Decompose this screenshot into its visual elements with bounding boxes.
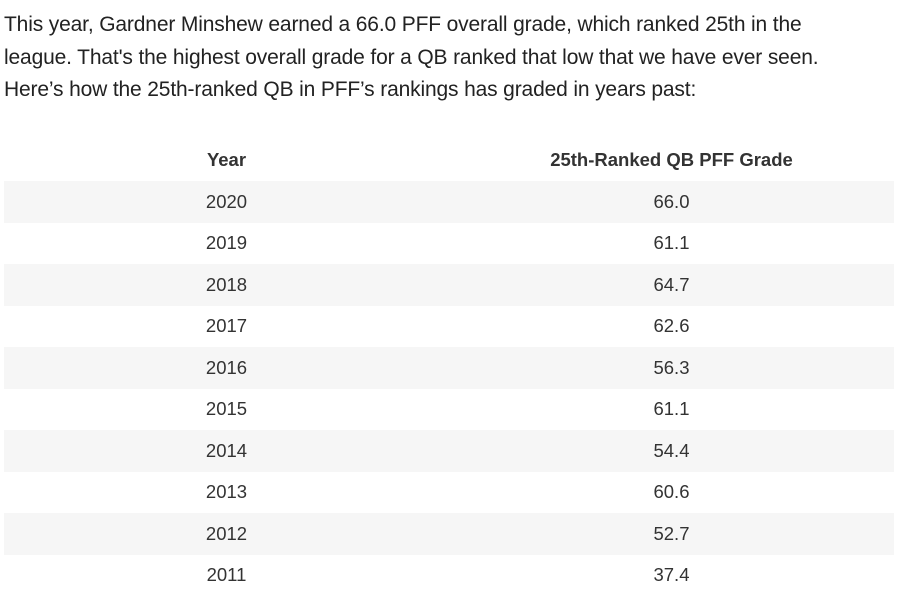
year-cell: 2013 xyxy=(205,481,248,503)
table-row: 2015 61.1 xyxy=(4,388,894,430)
grade-cell: 54.4 xyxy=(653,439,690,461)
year-cell: 2017 xyxy=(205,315,248,337)
year-cell: 2012 xyxy=(205,522,248,544)
year-cell: 2015 xyxy=(205,398,248,420)
table-row: 2019 61.1 xyxy=(4,222,894,264)
header-year: Year xyxy=(206,149,247,170)
table-row: 2013 60.6 xyxy=(4,471,894,513)
year-cell: 2018 xyxy=(205,273,248,295)
grades-table: Year 25th-Ranked QB PFF Grade 2020 66.0 … xyxy=(4,139,894,596)
year-cell: 2016 xyxy=(205,356,248,378)
table-row: 2020 66.0 xyxy=(4,181,894,223)
table-row: 2014 54.4 xyxy=(4,430,894,472)
intro-paragraph: This year, Gardner Minshew earned a 66.0… xyxy=(4,9,897,107)
intro-line-2: league. That's the highest overall grade… xyxy=(4,45,819,69)
grade-cell: 60.6 xyxy=(653,481,690,503)
table-row: 2017 62.6 xyxy=(4,305,894,347)
header-grade: 25th-Ranked QB PFF Grade xyxy=(550,149,793,170)
year-cell: 2011 xyxy=(206,564,247,586)
intro-line-3: Here’s how the 25th-ranked QB in PFF’s r… xyxy=(4,78,697,101)
grade-cell: 52.7 xyxy=(653,522,690,544)
intro-line-1: This year, Gardner Minshew earned a 66.0… xyxy=(4,13,802,36)
grade-cell: 61.1 xyxy=(653,398,690,420)
year-cell: 2014 xyxy=(205,439,248,461)
table-row: 2011 37.4 xyxy=(4,554,894,596)
year-cell: 2019 xyxy=(205,232,248,254)
table-row: 2018 64.7 xyxy=(4,264,894,306)
grade-cell: 56.3 xyxy=(653,356,690,378)
grade-cell: 64.7 xyxy=(653,273,690,295)
table-row: 2016 56.3 xyxy=(4,347,894,389)
grade-cell: 66.0 xyxy=(653,190,690,212)
grade-cell: 37.4 xyxy=(653,564,690,586)
table-header-row: Year 25th-Ranked QB PFF Grade xyxy=(4,139,894,181)
table-row: 2012 52.7 xyxy=(4,513,894,555)
year-cell: 2020 xyxy=(205,190,248,212)
grade-cell: 62.6 xyxy=(653,315,690,337)
grade-cell: 61.1 xyxy=(653,232,690,254)
